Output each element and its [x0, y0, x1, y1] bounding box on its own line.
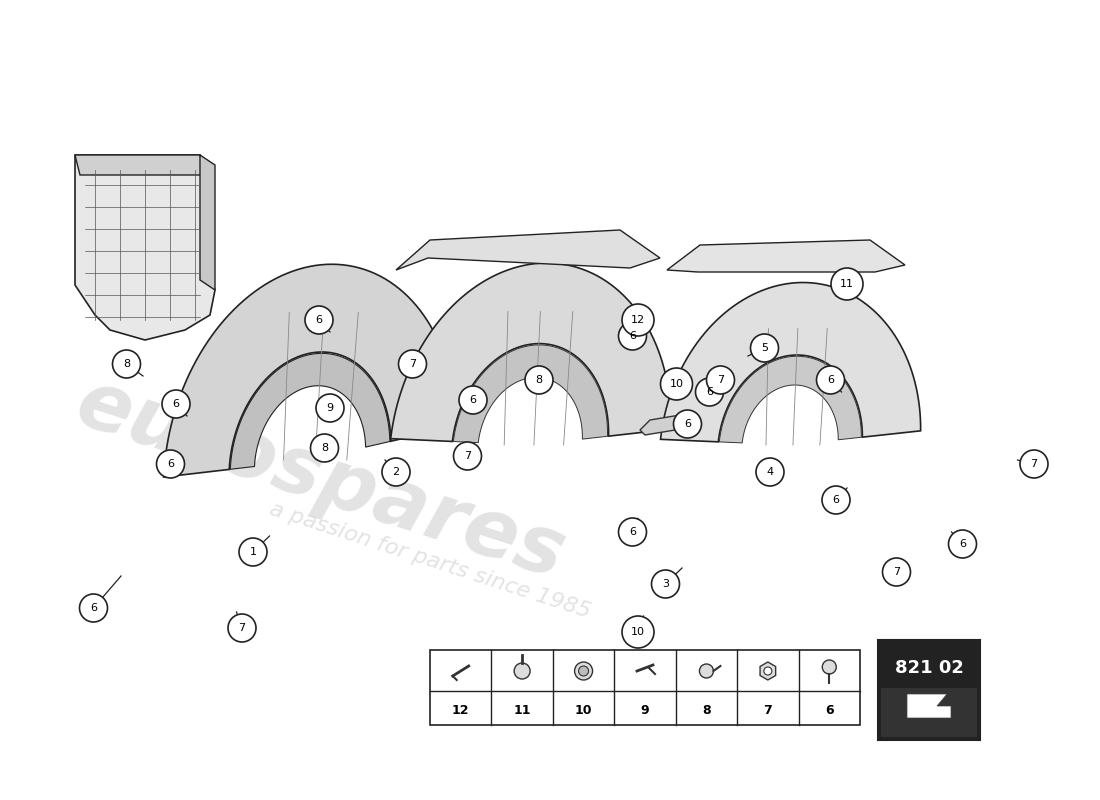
Circle shape — [695, 378, 724, 406]
Circle shape — [882, 558, 911, 586]
Circle shape — [660, 368, 693, 400]
Polygon shape — [75, 155, 205, 175]
Circle shape — [459, 386, 487, 414]
Circle shape — [239, 538, 267, 566]
Circle shape — [305, 306, 333, 334]
Circle shape — [79, 594, 108, 622]
Text: 6: 6 — [629, 331, 636, 341]
Circle shape — [316, 394, 344, 422]
Circle shape — [700, 664, 714, 678]
Text: 7: 7 — [763, 703, 772, 717]
Circle shape — [816, 366, 845, 394]
Text: 7: 7 — [464, 451, 471, 461]
Circle shape — [618, 518, 647, 546]
Circle shape — [750, 334, 779, 362]
Circle shape — [112, 350, 141, 378]
Text: 1: 1 — [250, 547, 256, 557]
Circle shape — [763, 667, 772, 675]
Polygon shape — [719, 356, 861, 443]
Circle shape — [156, 450, 185, 478]
Text: 6: 6 — [167, 459, 174, 469]
Text: 5: 5 — [761, 343, 768, 353]
Circle shape — [830, 268, 864, 300]
Text: 10: 10 — [631, 627, 645, 637]
Circle shape — [651, 570, 680, 598]
Text: 6: 6 — [90, 603, 97, 613]
Text: 6: 6 — [706, 387, 713, 397]
Text: 7: 7 — [893, 567, 900, 577]
Text: 7: 7 — [409, 359, 416, 369]
Bar — [430, 650, 860, 725]
Polygon shape — [667, 240, 905, 272]
Text: 6: 6 — [316, 315, 322, 325]
Circle shape — [756, 458, 784, 486]
Circle shape — [228, 614, 256, 642]
Text: 6: 6 — [684, 419, 691, 429]
Polygon shape — [75, 155, 214, 340]
Text: 10: 10 — [670, 379, 683, 389]
Text: 12: 12 — [452, 703, 470, 717]
Circle shape — [822, 486, 850, 514]
Circle shape — [514, 663, 530, 679]
Circle shape — [618, 322, 647, 350]
Text: 12: 12 — [631, 315, 645, 325]
Text: 6: 6 — [629, 527, 636, 537]
Polygon shape — [396, 230, 660, 270]
Circle shape — [621, 304, 654, 336]
Polygon shape — [453, 345, 607, 442]
Polygon shape — [164, 264, 456, 477]
Text: 6: 6 — [833, 495, 839, 505]
Bar — [878, 640, 980, 740]
Text: 11: 11 — [840, 279, 854, 289]
Text: 11: 11 — [514, 703, 531, 717]
Text: 7: 7 — [1031, 459, 1037, 469]
Polygon shape — [908, 694, 952, 718]
Text: 4: 4 — [767, 467, 773, 477]
Text: 8: 8 — [123, 359, 130, 369]
Circle shape — [706, 366, 735, 394]
Text: 6: 6 — [827, 375, 834, 385]
Text: eurospares: eurospares — [66, 364, 574, 596]
Polygon shape — [660, 282, 921, 442]
Text: 6: 6 — [173, 399, 179, 409]
Polygon shape — [390, 263, 671, 442]
Text: 8: 8 — [321, 443, 328, 453]
Circle shape — [310, 434, 339, 462]
Circle shape — [621, 616, 654, 648]
Polygon shape — [200, 155, 214, 290]
Text: 10: 10 — [575, 703, 592, 717]
Circle shape — [398, 350, 427, 378]
Polygon shape — [760, 662, 775, 680]
Text: 821 02: 821 02 — [894, 659, 964, 677]
Circle shape — [1020, 450, 1048, 478]
Polygon shape — [640, 415, 685, 435]
Circle shape — [453, 442, 482, 470]
Circle shape — [525, 366, 553, 394]
Text: 6: 6 — [470, 395, 476, 405]
Text: 8: 8 — [702, 703, 711, 717]
Text: 9: 9 — [327, 403, 333, 413]
Circle shape — [673, 410, 702, 438]
Text: 8: 8 — [536, 375, 542, 385]
Bar — [881, 688, 977, 737]
Text: 2: 2 — [393, 467, 399, 477]
Text: 9: 9 — [640, 703, 649, 717]
Text: 6: 6 — [825, 703, 834, 717]
Text: a passion for parts since 1985: a passion for parts since 1985 — [267, 498, 593, 622]
Text: 3: 3 — [662, 579, 669, 589]
Circle shape — [579, 666, 588, 676]
Polygon shape — [230, 354, 389, 470]
Circle shape — [382, 458, 410, 486]
Circle shape — [574, 662, 593, 680]
Circle shape — [948, 530, 977, 558]
Text: 6: 6 — [959, 539, 966, 549]
Circle shape — [162, 390, 190, 418]
Text: 7: 7 — [239, 623, 245, 633]
Text: 7: 7 — [717, 375, 724, 385]
Circle shape — [823, 660, 836, 674]
